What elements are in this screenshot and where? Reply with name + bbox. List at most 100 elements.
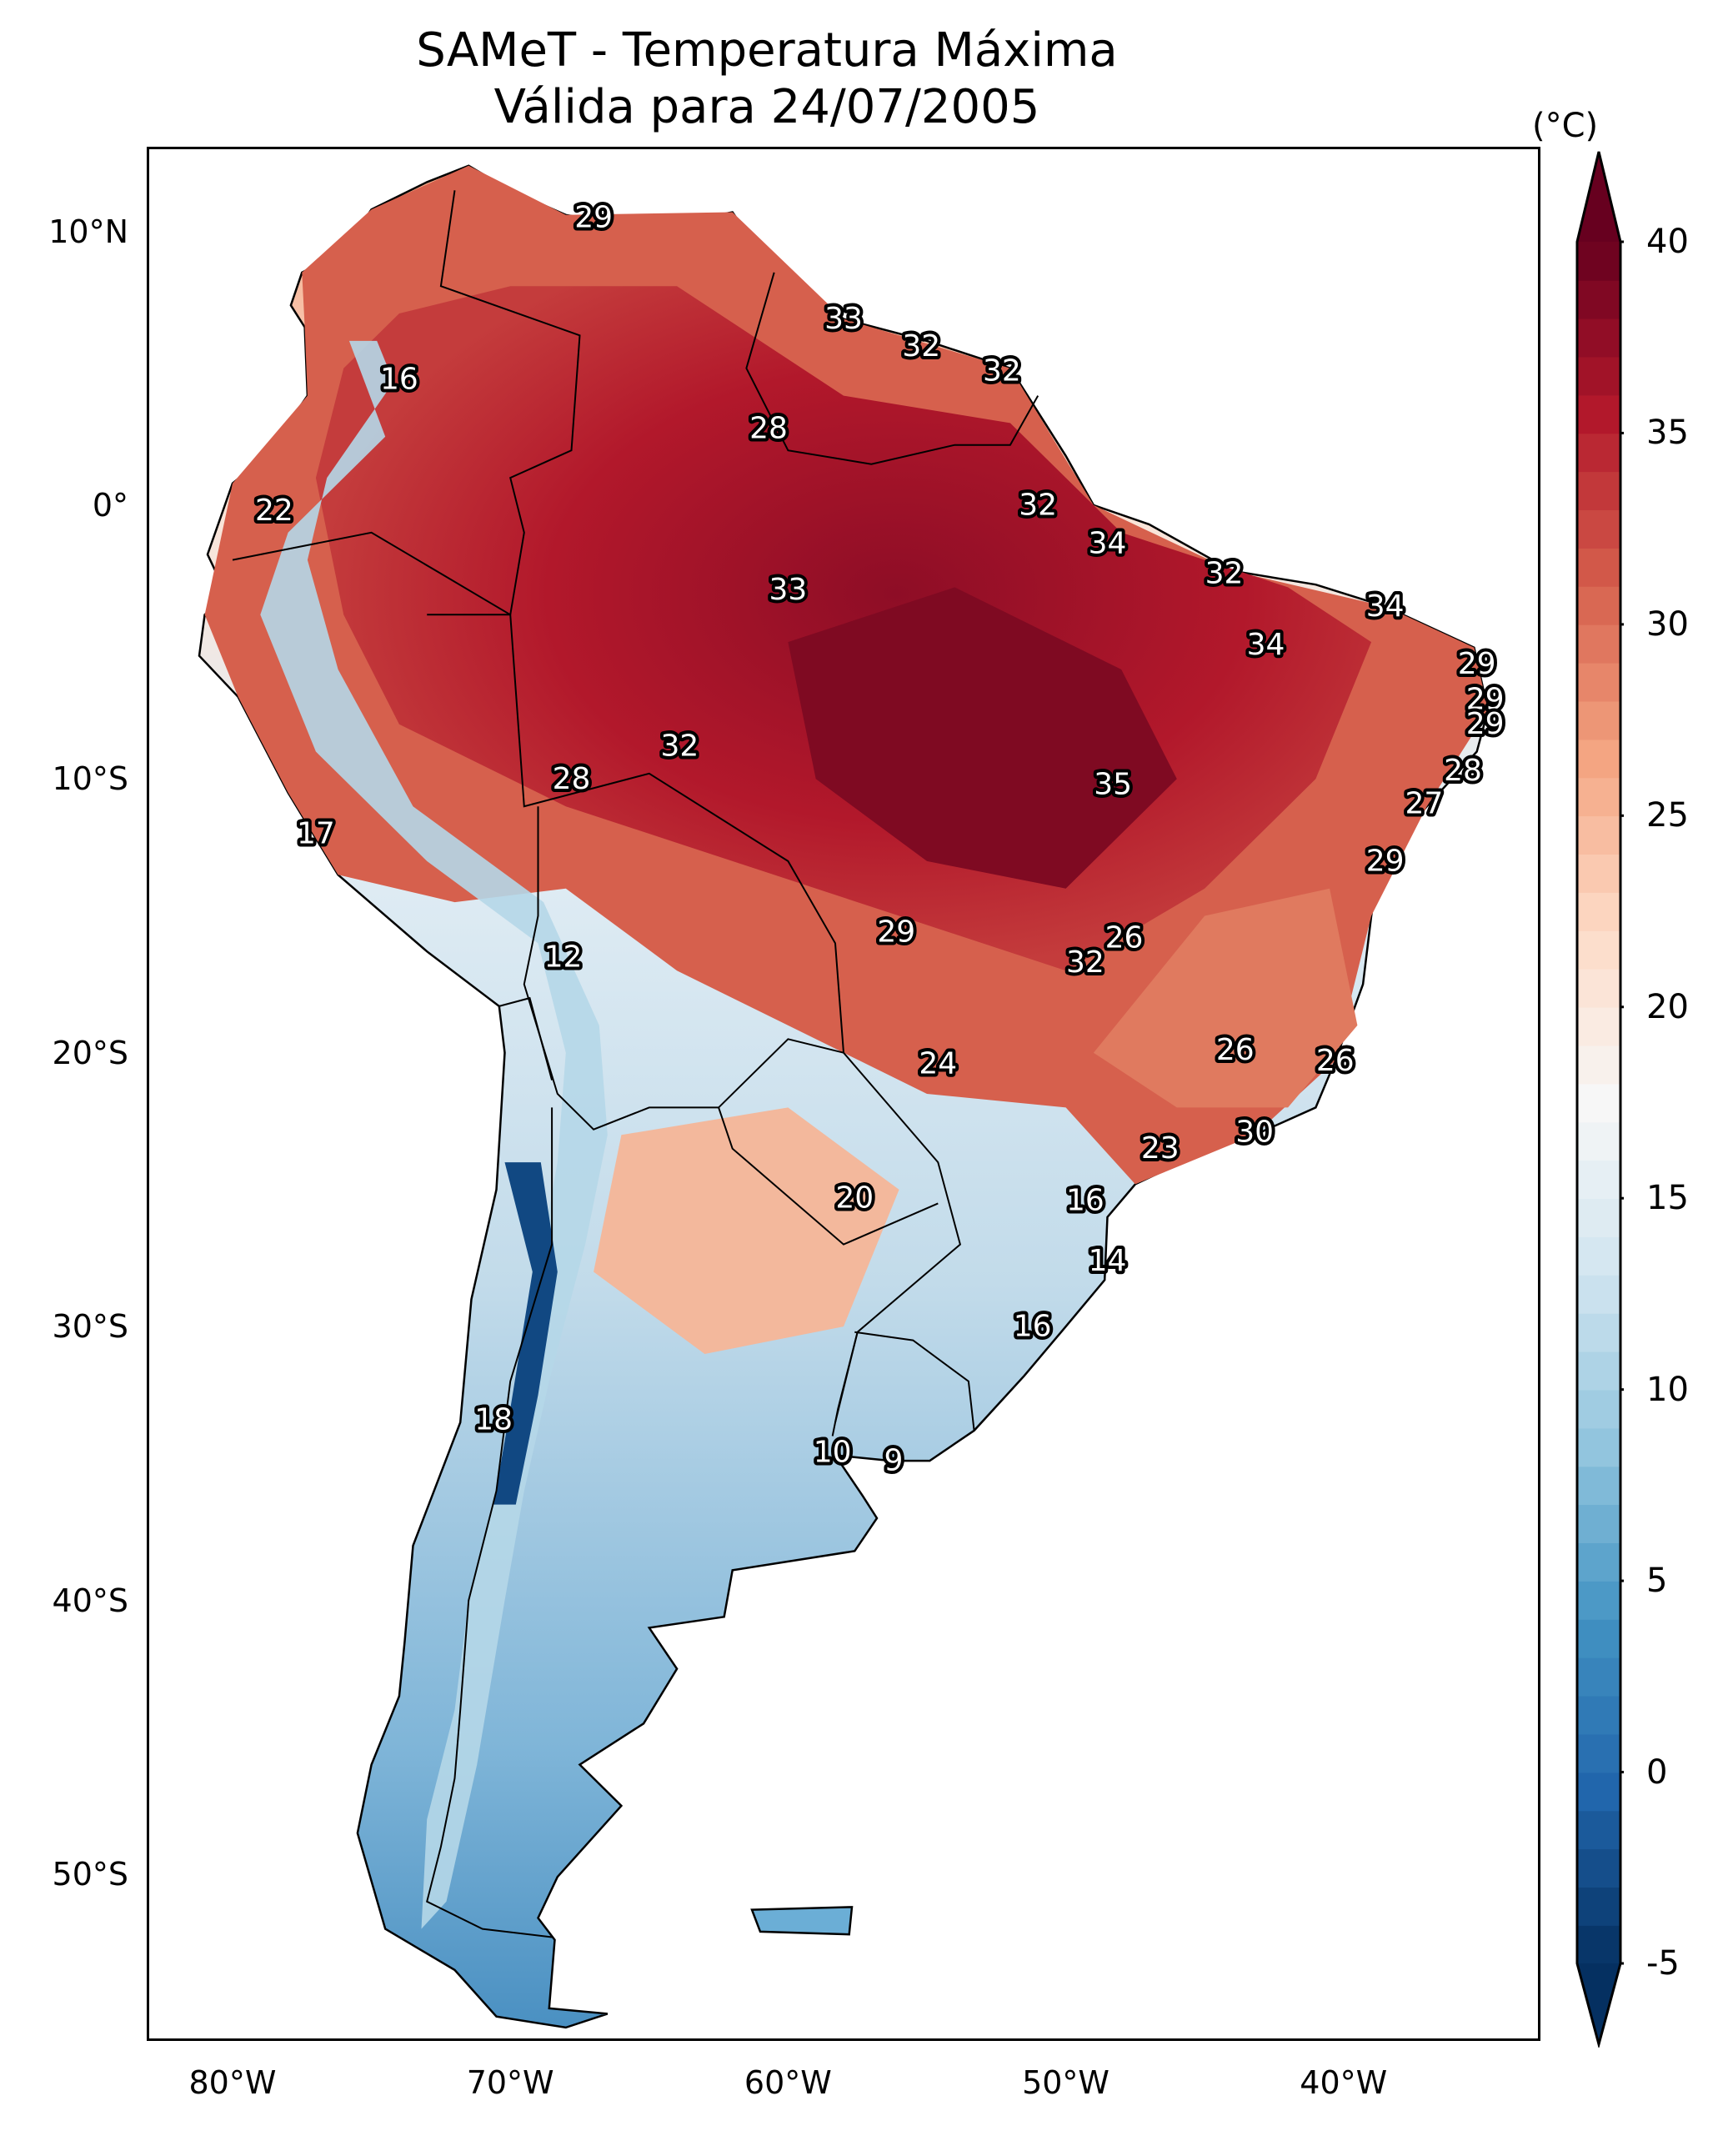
colorbar-segment	[1577, 1312, 1620, 1352]
colorbar-segment	[1577, 394, 1620, 434]
station-value-label: 32	[1066, 945, 1104, 980]
station-value-label: 16	[380, 362, 418, 396]
station-value-label: 18	[474, 1402, 513, 1436]
colorbar-segment	[1577, 356, 1620, 396]
border-line	[427, 614, 962, 1423]
station-value-label: 29	[1466, 683, 1505, 717]
station-value-label: 16	[1066, 1184, 1104, 1218]
border-line	[854, 1331, 975, 1431]
colorbar-segment	[1577, 1466, 1620, 1506]
colorbar-segment	[1577, 1121, 1620, 1161]
land-layer	[198, 164, 1490, 2029]
colorbar-segment	[1577, 1083, 1620, 1123]
station-value-label: 29	[1366, 844, 1405, 878]
colorbar-segment	[1577, 700, 1620, 740]
station-value-label: 28	[553, 762, 591, 796]
station-value-label: 32	[902, 329, 940, 364]
lon-tick-label: 80°W	[188, 2064, 277, 2101]
border-line	[718, 1107, 939, 1246]
station-value-label: 32	[1019, 488, 1057, 522]
station-value-label: 9	[884, 1444, 904, 1478]
southeast-warm	[1093, 888, 1358, 1108]
border-line	[426, 1107, 553, 1938]
station-value-label: 29	[574, 201, 613, 235]
colorbar-segment	[1577, 318, 1620, 358]
colorbar-segment	[1577, 1695, 1620, 1735]
hottest-core	[788, 587, 1177, 889]
station-value-label: 14	[1089, 1244, 1127, 1278]
colorbar-segment	[1577, 1657, 1620, 1697]
andes-cold-region	[260, 340, 608, 1929]
station-value-label: 32	[660, 729, 699, 763]
station-value-label: 26	[1216, 1033, 1255, 1067]
colorbar-segment	[1577, 1810, 1620, 1850]
colorbar-segment	[1577, 509, 1620, 549]
colorbar-extend-min	[1577, 1963, 1620, 2044]
colorbar-segment	[1577, 892, 1620, 931]
station-value-label: 33	[769, 573, 807, 607]
colorbar-segment	[1577, 1160, 1620, 1199]
lon-tick-label: 40°W	[1300, 2064, 1388, 2101]
border-line	[831, 1331, 859, 1436]
lat-tick-label: 40°S	[52, 1582, 128, 1619]
border-line	[523, 806, 844, 1131]
station-value-label: 33	[824, 302, 863, 336]
lat-tick-label: 20°S	[52, 1034, 128, 1071]
colorbar-segment	[1577, 854, 1620, 893]
lat-tick-label: 50°S	[52, 1855, 128, 1893]
colorbar-tick-label: -5	[1646, 1944, 1680, 1983]
colorbar-segment	[1577, 586, 1620, 625]
colorbar-segment	[1577, 471, 1620, 510]
falklands	[750, 1906, 854, 1936]
colorbar-tick-label: 5	[1646, 1562, 1668, 1601]
colorbar-segment	[1577, 1925, 1620, 1964]
colorbar-segment	[1577, 1733, 1620, 1773]
station-value-label: 26	[1316, 1044, 1355, 1078]
colorbar-segment	[1577, 815, 1620, 855]
station-value-label: 34	[1366, 589, 1405, 624]
colorbar-segment	[1577, 662, 1620, 702]
lat-tick-label: 10°N	[48, 213, 128, 250]
colorbar-segment	[1577, 1427, 1620, 1467]
lat-tick-label: 30°S	[52, 1308, 128, 1346]
border-line	[745, 272, 1039, 465]
lat-tick-label: 0°	[92, 486, 128, 524]
colorbar-segment	[1577, 242, 1620, 281]
border-line	[232, 531, 511, 616]
colorbar-segment	[1577, 548, 1620, 587]
border-line	[439, 190, 581, 615]
lat-tick-label: 10°S	[52, 760, 128, 798]
station-value-label: 29	[1466, 707, 1505, 741]
colorbar-tick-label: 25	[1646, 796, 1689, 835]
colorbar-extend-max	[1577, 152, 1620, 242]
colorbar-segment	[1577, 1275, 1620, 1314]
colorbar-segment	[1577, 930, 1620, 970]
station-value-label: 28	[749, 412, 788, 446]
station-value-label: 30	[1235, 1116, 1274, 1150]
colorbar-segment	[1577, 1504, 1620, 1543]
station-value-label: 29	[1458, 647, 1496, 681]
chart-subtitle: Válida para 24/07/2005	[493, 80, 1040, 134]
station-value-label: 17	[297, 817, 335, 851]
colorbar-segment	[1577, 1848, 1620, 1888]
colorbar-segment	[1577, 1351, 1620, 1391]
colorbar-segment	[1577, 1045, 1620, 1085]
colorbar-segment	[1577, 1236, 1620, 1276]
colorbar-segment	[1577, 1006, 1620, 1046]
station-value-label: 23	[1141, 1131, 1180, 1166]
colorbar-unit-label: (°C)	[1532, 107, 1599, 145]
lon-tick-label: 60°W	[744, 2064, 832, 2101]
station-value-label: 28	[1444, 754, 1482, 788]
colorbar-segment	[1577, 1619, 1620, 1658]
station-value-label: 27	[1405, 786, 1443, 820]
lon-tick-label: 70°W	[466, 2064, 554, 2101]
station-value-label: 32	[1205, 557, 1244, 591]
station-value-label: 34	[1247, 628, 1285, 662]
colorbar-segment	[1577, 1887, 1620, 1926]
chart-title: SAMeT - Temperatura Máxima	[416, 23, 1118, 78]
colorbar-tick-label: 0	[1646, 1752, 1668, 1792]
station-value-label: 24	[919, 1046, 957, 1081]
colorbar-segment	[1577, 1581, 1620, 1620]
